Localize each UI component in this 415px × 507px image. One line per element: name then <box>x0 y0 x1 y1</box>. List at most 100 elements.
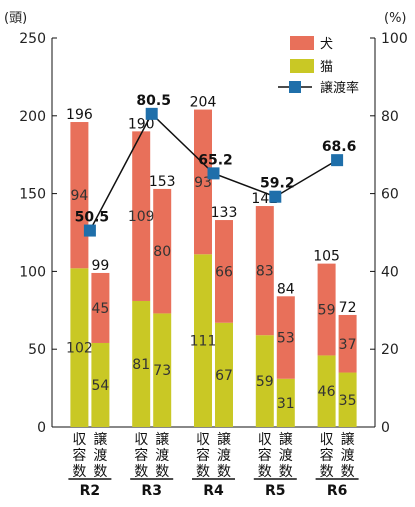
bar-segment-dog <box>215 220 233 323</box>
bar-label-cat: 35 <box>339 393 357 409</box>
bar-category-char: 容 <box>320 447 334 464</box>
bar-label-cat: 73 <box>153 363 171 379</box>
y-left-tick-label: 100 <box>19 264 46 280</box>
bar-segment-cat <box>91 342 110 427</box>
bar-category-char: 数 <box>258 464 272 480</box>
bar-category-char: 収 <box>72 432 86 448</box>
rate-label: 68.6 <box>322 139 357 155</box>
bar-category-char: 数 <box>134 464 148 480</box>
year-label: R6 <box>327 483 348 499</box>
bar-label-dog: 93 <box>194 175 212 191</box>
rate-marker <box>331 154 344 167</box>
bar-label-dog: 94 <box>70 188 88 204</box>
bar-total-label: 204 <box>190 95 217 111</box>
rate-label: 50.5 <box>75 210 110 226</box>
bar-category-char: 数 <box>279 464 293 480</box>
bar-label-dog: 83 <box>256 264 274 280</box>
bar-segment-cat <box>153 313 172 427</box>
bar-segment-dog <box>194 109 212 255</box>
bar-segment-dog <box>317 263 336 356</box>
bar-total-label: 153 <box>149 174 176 190</box>
bar-segment-cat <box>194 254 212 427</box>
bar-segment-dog <box>255 206 274 336</box>
y-right-tick-label: 0 <box>381 420 390 436</box>
bar-segment-cat <box>255 335 274 427</box>
bars: 1029419654459981109190738015311193204676… <box>66 95 357 427</box>
bar-label-cat: 111 <box>190 334 217 350</box>
bar-category-char: 数 <box>155 464 169 480</box>
bar-category-char: 容 <box>196 447 210 464</box>
bar-category-char: 譲 <box>341 432 355 448</box>
year-label: R4 <box>203 483 224 499</box>
bar-segment-cat <box>317 355 336 427</box>
bar-total-label: 105 <box>313 249 340 265</box>
bar-category-char: 譲 <box>155 432 169 448</box>
axes: 0 50 100 150 200 250 0 20 40 60 80 100 <box>19 31 407 436</box>
bar-label-dog: 109 <box>128 209 155 225</box>
y-left-unit: (頭) <box>4 11 27 26</box>
legend-rate-label: 譲渡率 <box>320 80 359 96</box>
y-left-tick-label: 150 <box>19 187 46 203</box>
bar-category-char: 数 <box>341 464 355 480</box>
bar-label-dog: 80 <box>153 244 171 260</box>
y-left-tick-label: 200 <box>19 109 46 125</box>
bar-segment-cat <box>215 322 233 427</box>
y-right-unit: (%) <box>384 11 407 26</box>
rate-marker <box>145 107 158 120</box>
bar-label-cat: 54 <box>91 378 109 394</box>
bar-category-char: 数 <box>320 464 334 480</box>
bar-category-char: 譲 <box>93 432 107 448</box>
bar-total-label: 99 <box>91 258 109 274</box>
bar-category-char: 渡 <box>217 448 231 464</box>
bar-category-char: 収 <box>320 432 334 448</box>
bar-category-char: 渡 <box>341 448 355 464</box>
bar-category-char: 渡 <box>279 448 293 464</box>
bar-label-dog: 45 <box>91 301 109 317</box>
bar-label-dog: 66 <box>215 264 233 280</box>
bar-total-label: 133 <box>211 205 238 221</box>
y-left-tick-label: 50 <box>28 342 46 358</box>
y-right-tick-label: 40 <box>381 264 399 280</box>
rate-label: 65.2 <box>198 152 233 168</box>
bar-label-cat: 81 <box>132 357 150 373</box>
bar-segment-cat <box>132 300 151 427</box>
bar-label-dog: 53 <box>277 331 295 347</box>
y-left-tick-label: 250 <box>19 31 46 47</box>
bar-segment-dog <box>91 272 110 343</box>
rate-line-layer: 50.5 80.5 65.2 59.2 68.6 <box>75 93 357 237</box>
bar-total-label: 196 <box>66 107 93 123</box>
legend: 犬 猫 譲渡率 <box>278 36 359 96</box>
bar-category-char: 容 <box>72 447 86 464</box>
bar-segment-dog <box>132 131 151 301</box>
bar-segment-cat <box>70 268 89 427</box>
bar-category-char: 収 <box>258 432 272 448</box>
bar-segment-dog <box>153 188 172 314</box>
bar-segment-cat <box>276 378 295 427</box>
bar-category-char: 数 <box>93 464 107 480</box>
bar-category-char: 譲 <box>217 432 231 448</box>
y-left-tick-label: 0 <box>37 420 46 436</box>
bar-label-cat: 67 <box>215 368 233 384</box>
legend-cat-label: 猫 <box>320 60 333 75</box>
bar-category-char: 数 <box>196 464 210 480</box>
year-label: R2 <box>80 483 101 499</box>
rate-marker <box>207 167 220 180</box>
legend-cat-swatch <box>290 59 314 73</box>
rate-label: 80.5 <box>136 93 171 109</box>
y-right-tick-label: 20 <box>381 342 399 358</box>
legend-rate-marker <box>289 81 301 93</box>
bar-label-cat: 31 <box>277 396 295 412</box>
bar-category-char: 収 <box>134 432 148 448</box>
bar-total-label: 84 <box>277 281 295 297</box>
bar-category-char: 容 <box>134 447 148 464</box>
bar-segment-cat <box>338 372 357 427</box>
bar-label-cat: 59 <box>256 374 274 390</box>
y-right-tick-label: 100 <box>381 31 408 47</box>
bar-segment-dog <box>338 314 357 373</box>
bar-category-char: 渡 <box>155 448 169 464</box>
y-right-tick-label: 60 <box>381 187 399 203</box>
bar-label-cat: 102 <box>66 341 93 357</box>
rate-marker <box>83 224 96 237</box>
